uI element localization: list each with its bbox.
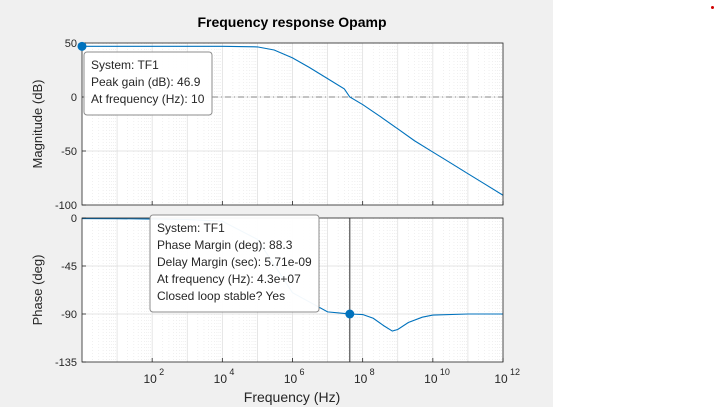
red-dot-marker — [711, 6, 714, 9]
chart-title: Frequency response Opamp — [197, 14, 386, 30]
datatip-line: At frequency (Hz): 10 — [91, 92, 205, 106]
magnitude-marker-point[interactable] — [77, 41, 87, 51]
datatip-box — [149, 214, 320, 313]
datatip-line: At frequency (Hz): 4.3e+07 — [157, 272, 301, 286]
magnitude-axes[interactable]: 50 0 -50 -100 Magnitude (dB) System: TF1 Pea… — [30, 38, 504, 212]
y-tick-label: -90 — [61, 309, 77, 321]
y-tick-label: 50 — [65, 38, 77, 50]
phase-y-label: Phase (deg) — [30, 255, 45, 326]
phase-marker-point[interactable] — [345, 309, 355, 319]
magnitude-series-line — [82, 45, 504, 196]
frequency-tick-labels: 10 2 10 4 10 6 10 8 10 10 10 12 — [143, 367, 520, 386]
y-tick-label: -100 — [55, 200, 77, 212]
phase-axes[interactable]: 0 -45 -90 -135 Phase (deg) System: TF1 Phase… — [30, 213, 504, 369]
phase-datatip[interactable]: System: TF1 Phase Margin (deg): 88.3 Delay… — [149, 214, 320, 313]
y-tick-label: 0 — [71, 213, 77, 225]
datatip-line: Delay Margin (sec): 5.71e-09 — [157, 255, 312, 269]
datatip-line: System: TF1 — [91, 58, 159, 72]
x-tick-exponent: 10 — [440, 367, 450, 377]
datatip-line: Phase Margin (deg): 88.3 — [157, 238, 293, 252]
y-tick-label: -135 — [55, 357, 77, 369]
y-tick-label: 0 — [71, 92, 77, 104]
bode-plot: Frequency response Opamp 50 0 -50 -100 Magn… — [30, 14, 520, 405]
x-tick-exponent: 2 — [159, 367, 164, 377]
x-tick-label: 10 — [354, 372, 368, 386]
x-tick-exponent: 6 — [300, 367, 305, 377]
magnitude-y-label: Magnitude (dB) — [30, 80, 45, 169]
datatip-line: Closed loop stable? Yes — [157, 289, 285, 303]
figure-background: Frequency response Opamp 50 0 -50 -100 Magn… — [0, 0, 553, 407]
magnitude-datatip[interactable]: System: TF1 Peak gain (dB): 46.9 At freque… — [83, 51, 213, 116]
datatip-line: Peak gain (dB): 46.9 — [91, 75, 201, 89]
x-tick-label: 10 — [143, 372, 157, 386]
phase-y-ticks: 0 -45 -90 -135 — [55, 213, 504, 369]
magnitude-curve — [82, 45, 504, 196]
magnitude-peak-marker[interactable] — [77, 41, 87, 51]
x-tick-label: 10 — [424, 372, 438, 386]
x-tick-exponent: 12 — [510, 367, 520, 377]
datatip-line: System: TF1 — [157, 221, 225, 235]
phase-margin-marker[interactable] — [345, 309, 355, 319]
x-tick-label: 10 — [494, 372, 508, 386]
x-tick-label: 10 — [214, 372, 228, 386]
y-tick-label: -50 — [61, 146, 77, 158]
x-tick-exponent: 8 — [370, 367, 375, 377]
datatip-box — [83, 51, 213, 116]
frequency-axis-label: Frequency (Hz) — [244, 389, 340, 405]
x-tick-label: 10 — [284, 372, 298, 386]
y-tick-label: -45 — [61, 261, 77, 273]
x-tick-exponent: 4 — [229, 367, 234, 377]
